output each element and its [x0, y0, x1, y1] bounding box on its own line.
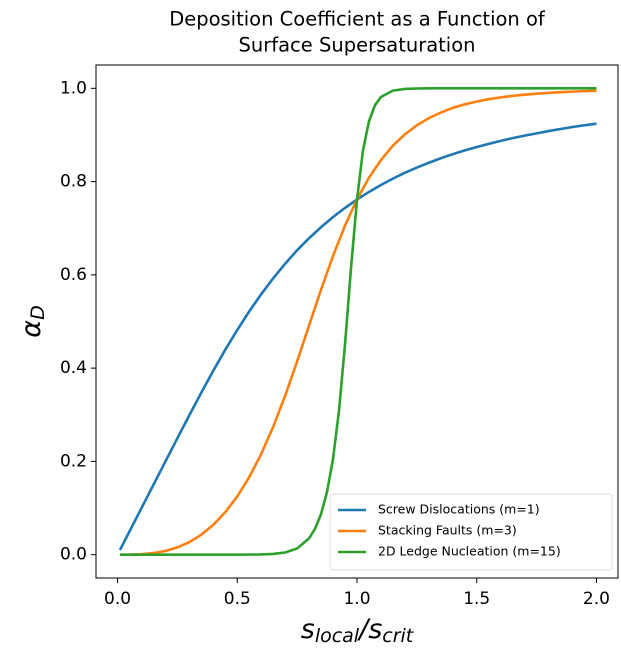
x-axis-label-part: /s — [357, 614, 382, 645]
legend-label: Stacking Faults (m=3) — [378, 523, 517, 538]
x-tick-label: 1.5 — [463, 589, 490, 609]
y-tick-label: 0.8 — [60, 172, 87, 192]
y-axis-label-part: α — [16, 320, 47, 338]
legend-label: Screw Dislocations (m=1) — [378, 502, 540, 517]
x-axis-label-part: s — [301, 614, 315, 645]
y-tick-label: 0.0 — [60, 545, 87, 565]
y-tick-label: 1.0 — [60, 78, 87, 98]
y-axis-label-part: D — [27, 305, 49, 320]
x-tick-label: 0.5 — [224, 589, 251, 609]
x-tick-label: 1.0 — [343, 589, 370, 609]
chart-title: Deposition Coefficient as a Function of — [169, 8, 546, 31]
series-line — [119, 87, 597, 556]
y-tick-label: 0.4 — [60, 358, 87, 378]
series-line — [119, 89, 597, 556]
y-tick-label: 0.6 — [60, 265, 87, 285]
y-axis-label: αD — [16, 305, 49, 337]
legend-label: 2D Ledge Nucleation (m=15) — [378, 544, 561, 559]
plot-frame — [95, 64, 619, 579]
x-axis-label-part: crit — [382, 625, 415, 647]
x-axis-label: slocal/scrit — [301, 614, 415, 647]
y-tick-label: 0.2 — [60, 451, 87, 471]
chart-title: Surface Supersaturation — [238, 34, 475, 57]
legend-box — [329, 493, 613, 571]
x-tick-label: 2.0 — [583, 589, 610, 609]
x-tick-label: 0.0 — [104, 589, 131, 609]
x-axis-label-part: local — [315, 625, 360, 647]
